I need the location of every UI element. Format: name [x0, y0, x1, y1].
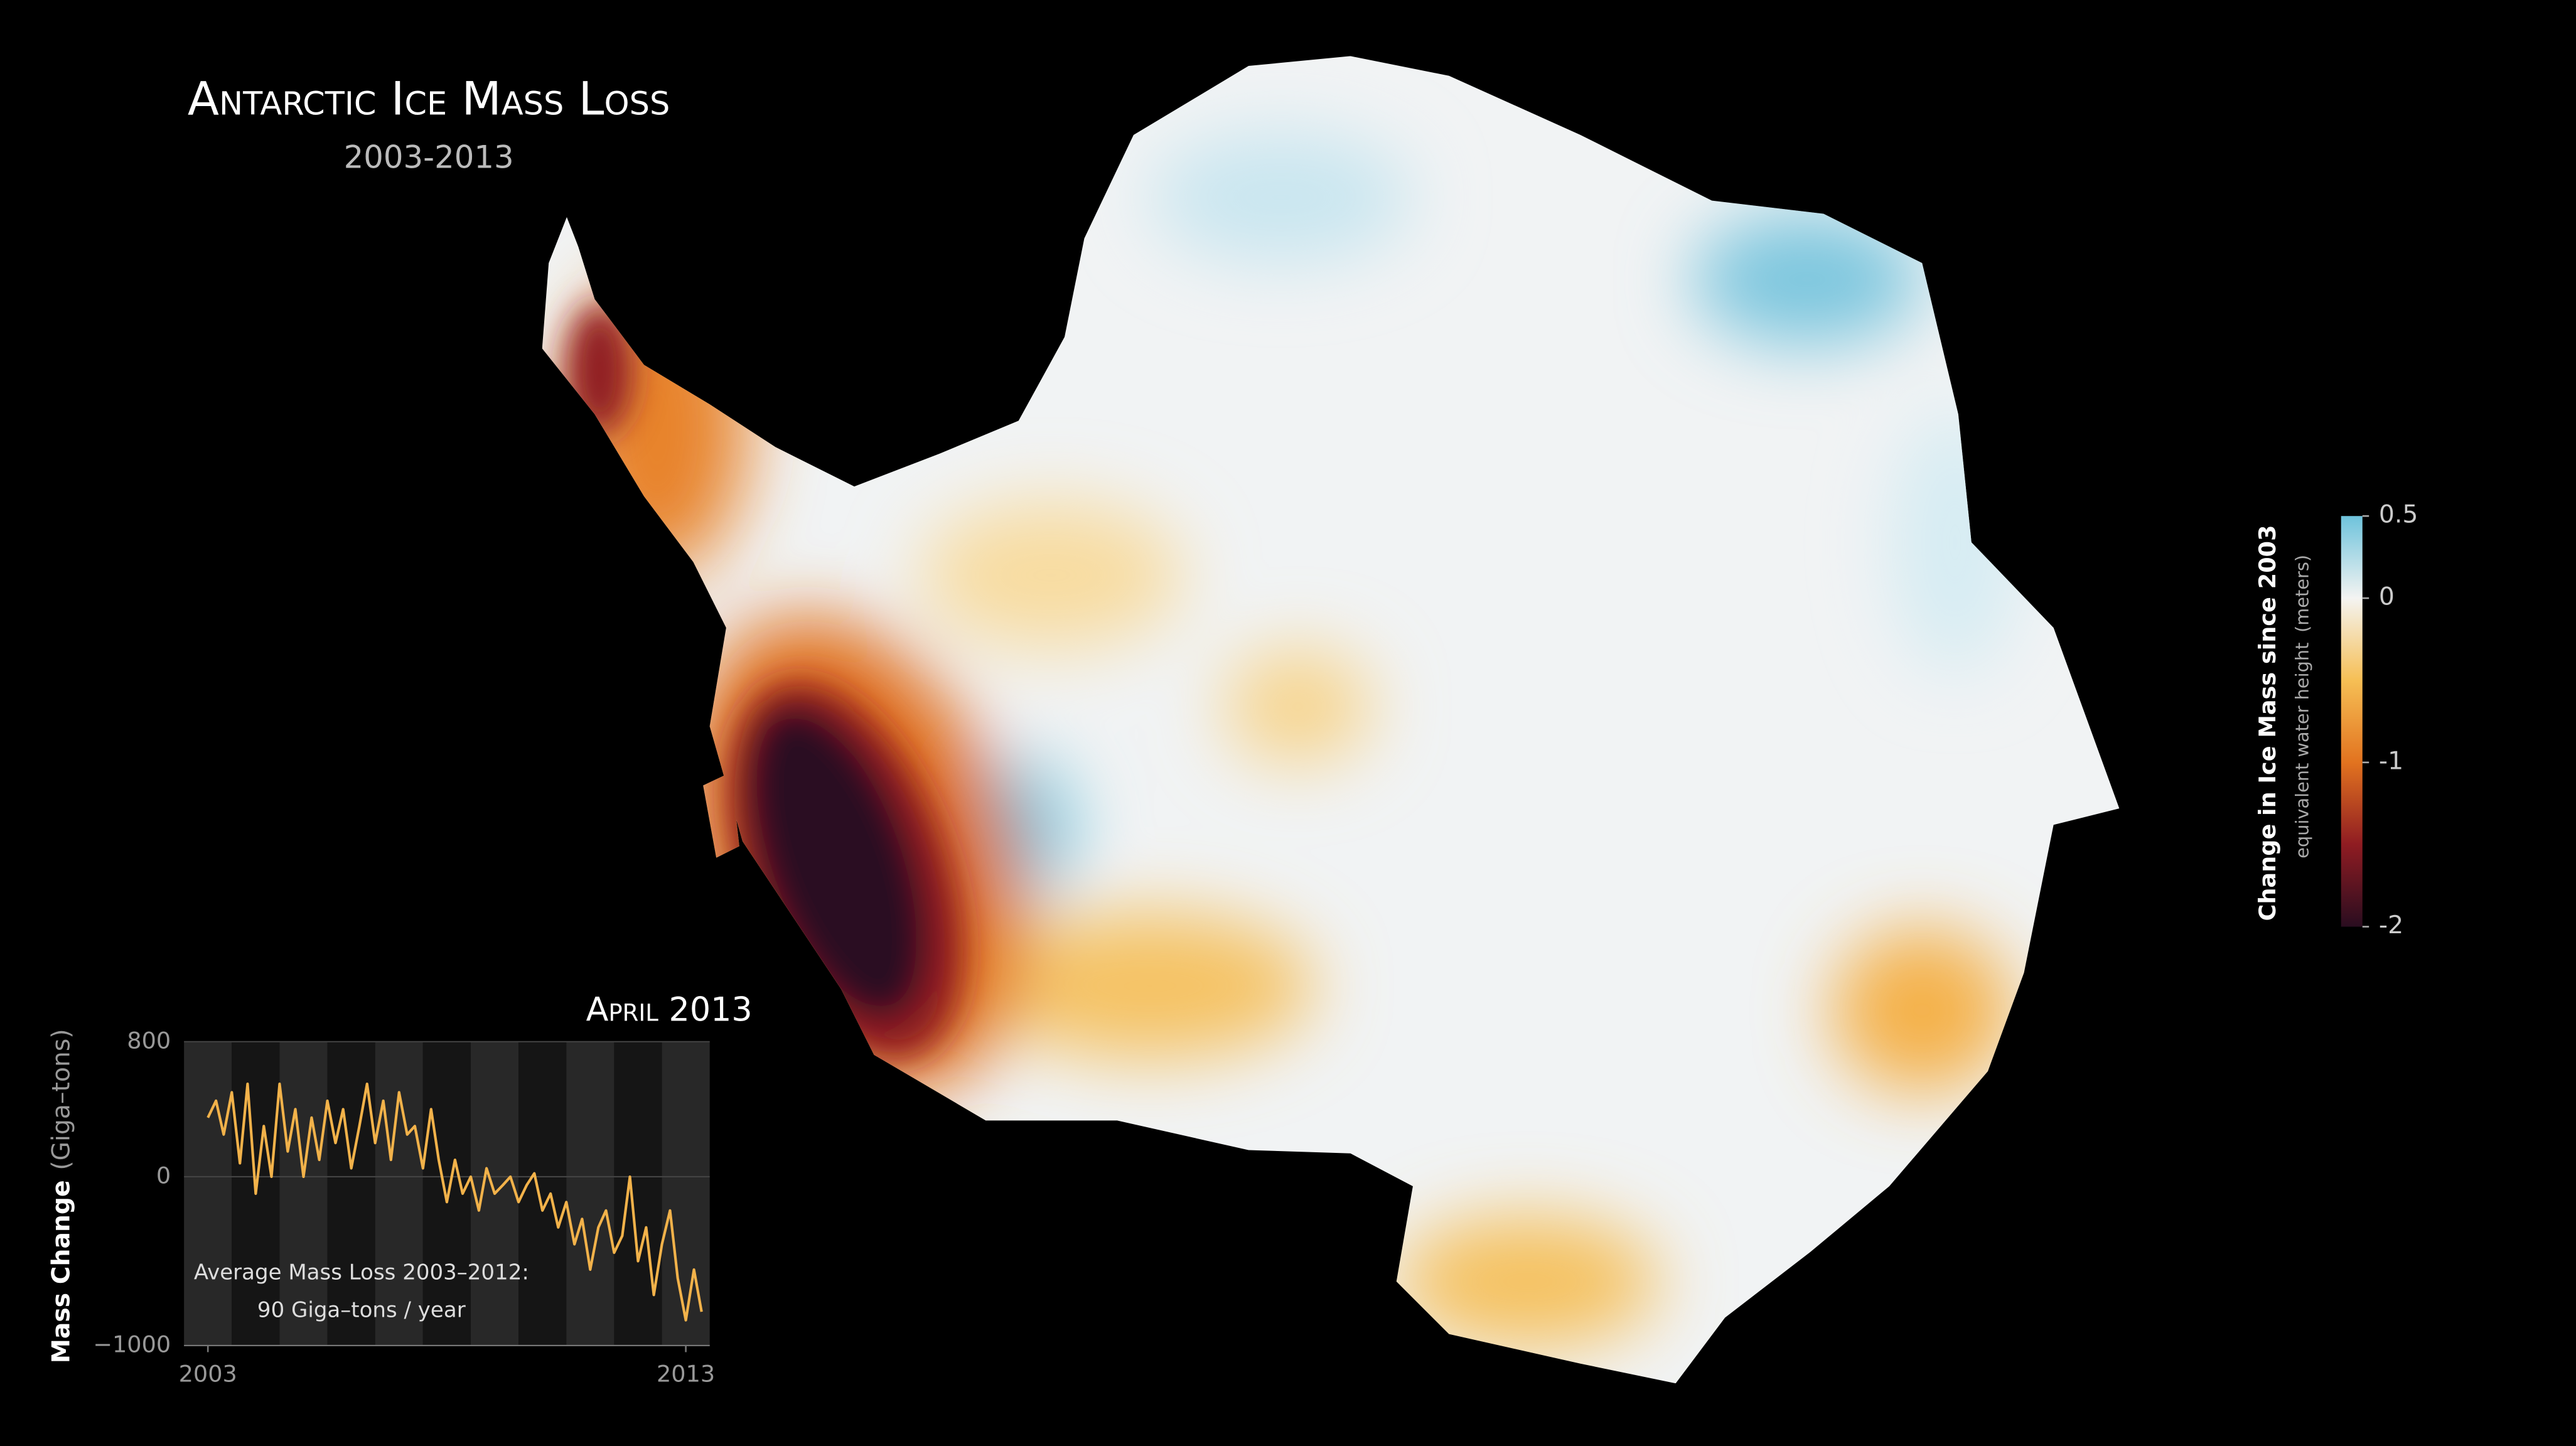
- year-band: [279, 1041, 328, 1346]
- gain-region: [1150, 131, 1413, 264]
- loss-core: [566, 304, 633, 436]
- y-tick-label: 0: [156, 1162, 171, 1189]
- y-tick-label: −1000: [93, 1331, 171, 1358]
- loss-region: [1832, 928, 2013, 1093]
- year-band: [614, 1041, 662, 1346]
- year-band: [662, 1041, 710, 1346]
- colorbar-label: Change in Ice Mass since 2003: [2254, 525, 2281, 921]
- y-unit: (Giga–tons): [47, 1029, 75, 1170]
- colorbar-unit: (meters): [2292, 555, 2313, 633]
- y-label: Mass Change: [47, 1180, 75, 1363]
- loss-region: [920, 501, 1183, 650]
- annotation: Average Mass Loss 2003–2012:: [194, 1260, 529, 1285]
- subtitle: 2003-2013: [344, 139, 514, 176]
- colorbar-sublabel: equivalent water height (meters): [2292, 555, 2313, 859]
- year-band: [566, 1041, 614, 1346]
- loss-region: [1396, 1216, 1660, 1347]
- title: Antarctic Ice Mass Loss: [188, 73, 670, 126]
- inset-chart: April 2013 Mass Change (Giga–tons) Averag…: [47, 991, 753, 1388]
- colorbar-tick-label: -1: [2379, 747, 2403, 775]
- colorbar-tick-label: 0.5: [2379, 501, 2418, 529]
- colorbar-sub: equivalent water height: [2292, 643, 2313, 859]
- colorbar-tick-label: 0: [2379, 583, 2395, 611]
- mass-change-line: [207, 1082, 703, 1322]
- x-tick-label: 2013: [657, 1361, 715, 1388]
- gain-region: [1889, 410, 2021, 674]
- loss-region: [985, 911, 1314, 1060]
- loss-region: [1223, 649, 1372, 764]
- colorbar: Change in Ice Mass since 2003 equivalent…: [2254, 501, 2418, 940]
- antarctica-map: [542, 56, 2120, 1384]
- year-band: [184, 1041, 232, 1346]
- colorbar-tick-label: -2: [2379, 911, 2403, 940]
- year-band: [518, 1041, 567, 1346]
- annotation: 90 Giga–tons / year: [257, 1298, 466, 1323]
- x-tick-label: 2003: [179, 1361, 237, 1388]
- colorbar-ramp: [2341, 516, 2363, 927]
- gain-region: [1692, 213, 1923, 346]
- inset-title: April 2013: [586, 991, 753, 1029]
- year-bands: [184, 1041, 710, 1346]
- y-tick-label: 800: [127, 1027, 171, 1054]
- y-axis-label: Mass Change (Giga–tons): [47, 1029, 75, 1363]
